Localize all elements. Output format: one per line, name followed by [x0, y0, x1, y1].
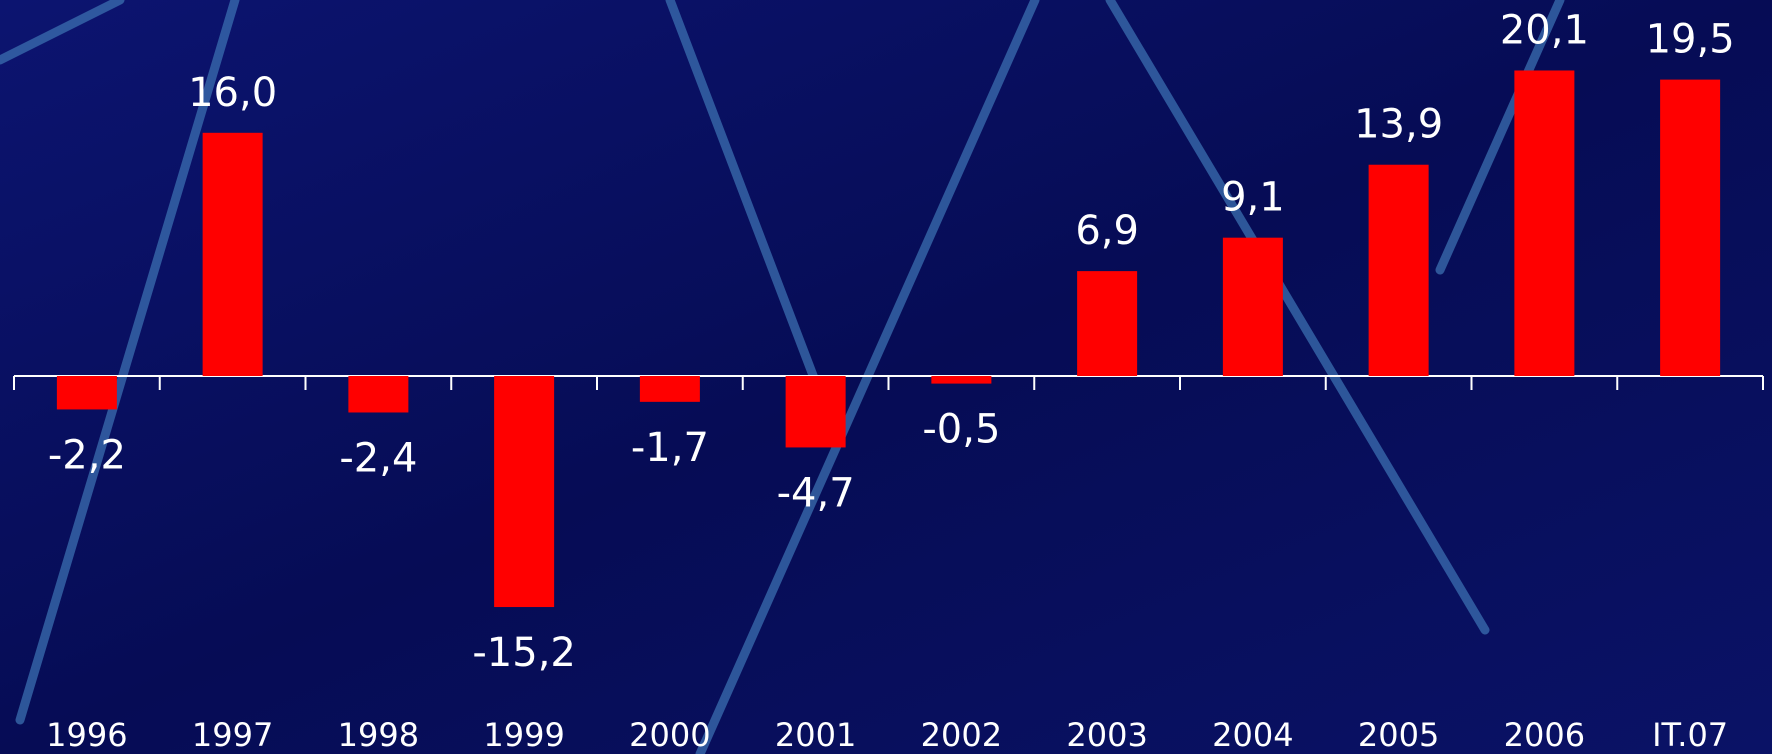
bar — [785, 376, 846, 448]
x-tick-label: 2005 — [1358, 716, 1439, 754]
value-label: -1,7 — [631, 425, 709, 471]
x-tick-label: 1999 — [483, 716, 564, 754]
bar — [1514, 70, 1575, 376]
x-tick-label: 1998 — [338, 716, 419, 754]
value-label: 20,1 — [1500, 7, 1589, 53]
value-label: -2,2 — [48, 432, 126, 478]
x-tick-label: 2003 — [1066, 716, 1147, 754]
value-label: 19,5 — [1646, 17, 1735, 63]
x-tick-label: 1996 — [46, 716, 127, 754]
x-tick-label: 2002 — [921, 716, 1002, 754]
x-tick-label: 2000 — [629, 716, 710, 754]
value-label: 16,0 — [188, 70, 277, 116]
x-tick-label: 2006 — [1504, 716, 1585, 754]
value-label: -2,4 — [339, 435, 417, 481]
bar — [639, 376, 700, 402]
bar — [1077, 271, 1138, 376]
value-label: -15,2 — [472, 630, 576, 676]
x-tick-label: 2004 — [1212, 716, 1293, 754]
bar — [1222, 237, 1283, 376]
bar — [202, 132, 263, 376]
bar — [494, 376, 555, 608]
bar — [56, 376, 117, 410]
value-label: -4,7 — [777, 470, 855, 516]
value-label: -0,5 — [922, 407, 1000, 453]
x-tick-label: 1997 — [192, 716, 273, 754]
x-tick-label: 2001 — [775, 716, 856, 754]
bar — [348, 376, 409, 413]
value-label: 9,1 — [1221, 175, 1285, 221]
bar — [931, 376, 992, 384]
bar — [1368, 164, 1429, 376]
x-tick-label: IT.07 — [1652, 716, 1728, 754]
value-label: 6,9 — [1075, 208, 1139, 254]
bar — [1660, 79, 1721, 376]
value-label: 13,9 — [1354, 102, 1443, 148]
